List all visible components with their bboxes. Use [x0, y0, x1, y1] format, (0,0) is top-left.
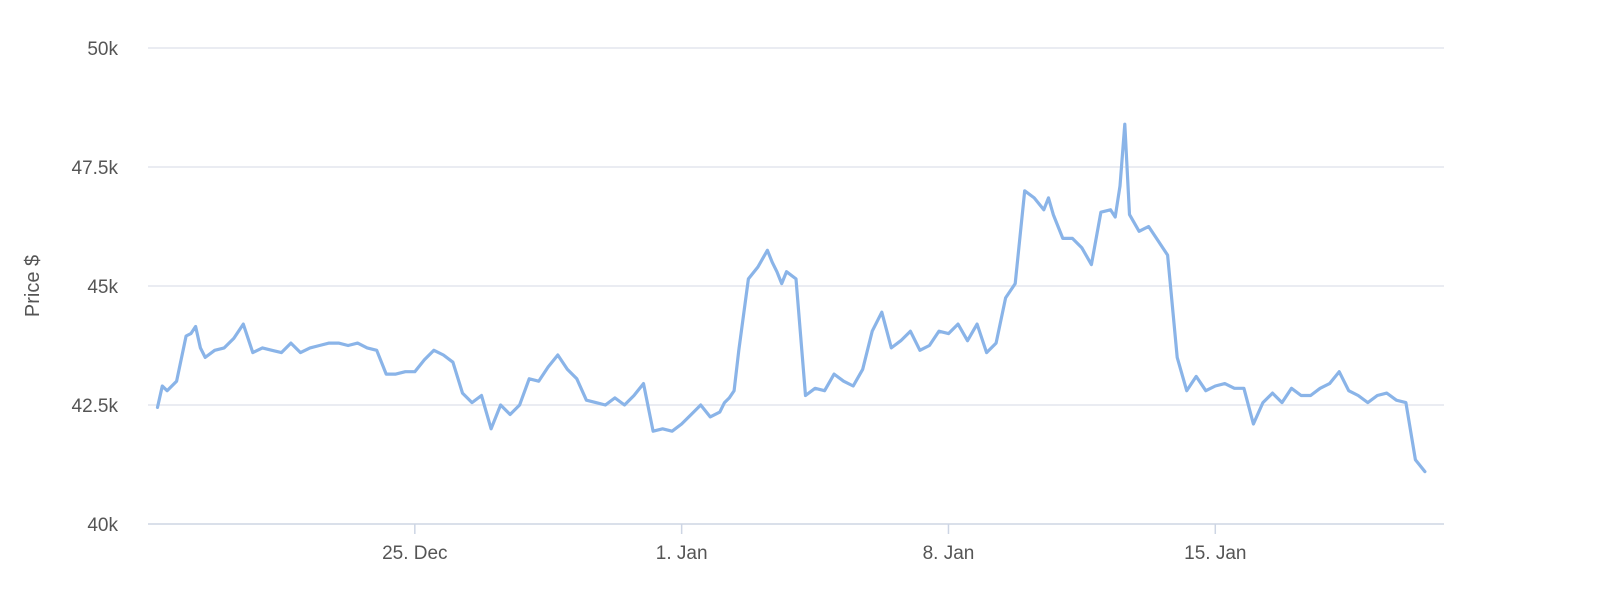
x-tick-label: 1. Jan: [656, 543, 708, 564]
x-tick-label: 15. Jan: [1184, 543, 1246, 564]
y-tick-label: 40k: [87, 515, 118, 536]
price-series-line: [155, 122, 1427, 474]
y-tick-label: 42.5k: [72, 396, 119, 417]
y-tick-label: 47.5k: [72, 158, 119, 179]
x-tick-label: 8. Jan: [923, 543, 975, 564]
x-tick-label: 25. Dec: [382, 543, 447, 564]
x-axis: 25. Dec 1. Jan 8. Jan 15. Jan: [148, 523, 1444, 564]
y-tick-label: 50k: [87, 39, 118, 60]
y-gridlines: [148, 47, 1444, 406]
y-axis-title: Price $: [22, 255, 44, 317]
y-axis-tick-labels: 40k 42.5k 45k 47.5k 50k: [72, 39, 119, 536]
series-layer: [155, 122, 1427, 474]
y-tick-label: 45k: [87, 277, 118, 298]
